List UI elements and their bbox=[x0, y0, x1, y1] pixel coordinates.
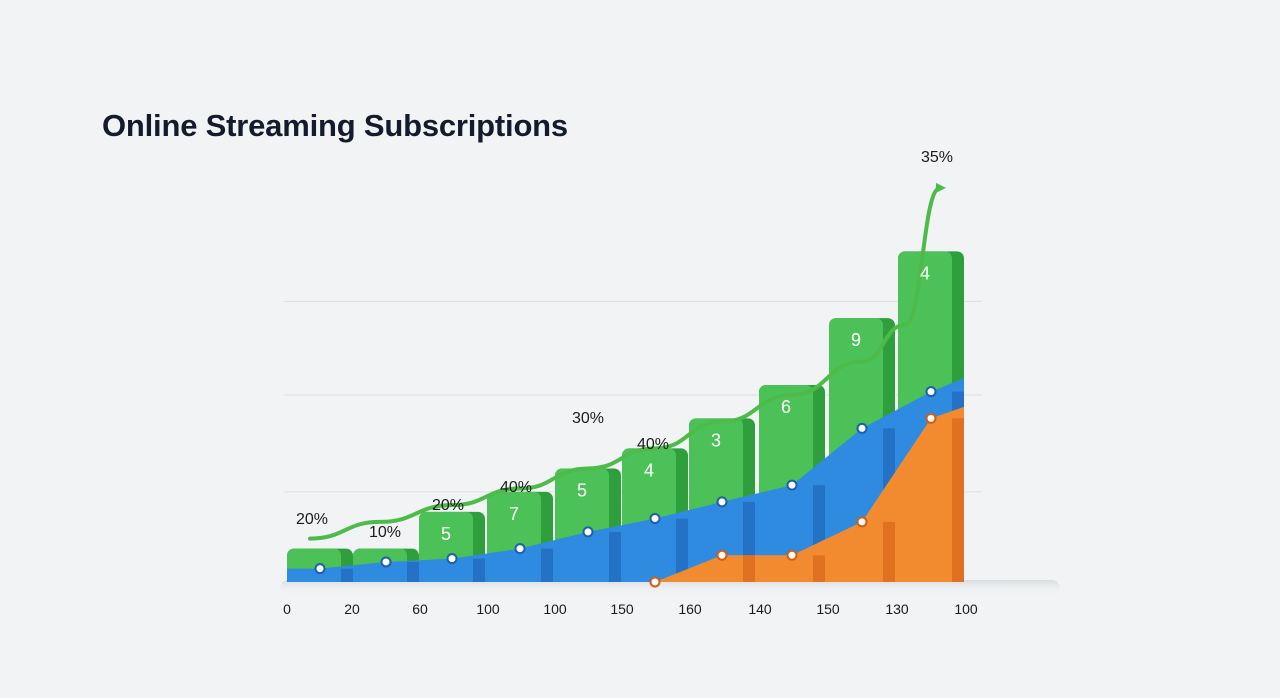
x-tick-label: 150 bbox=[610, 601, 634, 617]
orange-point bbox=[925, 412, 937, 424]
orange-area bbox=[287, 406, 964, 582]
bar-label: 6 bbox=[781, 397, 791, 417]
blue-point bbox=[856, 422, 868, 434]
blue-point bbox=[514, 543, 526, 555]
blue-point bbox=[786, 479, 798, 491]
x-tick-label: 100 bbox=[954, 601, 978, 617]
bar-label: 3 bbox=[711, 430, 721, 450]
bar-label: 5 bbox=[441, 524, 451, 544]
trend-arrow bbox=[308, 182, 946, 541]
blue-point bbox=[649, 513, 661, 525]
orange-point bbox=[856, 516, 868, 528]
percent-label: 20% bbox=[432, 497, 464, 514]
bar-label: 4 bbox=[920, 263, 930, 283]
x-tick-label: 150 bbox=[816, 601, 840, 617]
x-tick-label: 0 bbox=[283, 601, 291, 617]
percent-label: 30% bbox=[572, 410, 604, 427]
blue-point bbox=[446, 553, 458, 565]
bar-label: 7 bbox=[509, 504, 519, 524]
x-tick-label: 160 bbox=[678, 601, 702, 617]
floor-shadow bbox=[280, 580, 1060, 596]
orange-point bbox=[786, 549, 798, 561]
blue-point bbox=[582, 526, 594, 538]
blue-point bbox=[314, 563, 326, 575]
blue-point bbox=[716, 496, 728, 508]
bar-label: 4 bbox=[644, 460, 654, 480]
bar-label: 9 bbox=[851, 330, 861, 350]
x-tick-label: 100 bbox=[543, 601, 567, 617]
orange-point bbox=[649, 576, 661, 588]
percent-label: 10% bbox=[369, 524, 401, 541]
x-tick-label: 20 bbox=[344, 601, 360, 617]
blue-point bbox=[380, 556, 392, 568]
x-tick-label: 140 bbox=[748, 601, 772, 617]
blue-point bbox=[925, 386, 937, 398]
percent-label: 40% bbox=[637, 436, 669, 453]
page-title: Online Streaming Subscriptions bbox=[102, 108, 568, 143]
percent-label: 40% bbox=[500, 479, 532, 496]
x-tick-label: 60 bbox=[412, 601, 428, 617]
bar-label: 5 bbox=[577, 480, 587, 500]
x-tick-label: 100 bbox=[476, 601, 500, 617]
percent-label: 20% bbox=[296, 511, 328, 528]
x-tick-label: 130 bbox=[885, 601, 909, 617]
orange-point bbox=[716, 549, 728, 561]
percent-label: 35% bbox=[921, 149, 953, 166]
